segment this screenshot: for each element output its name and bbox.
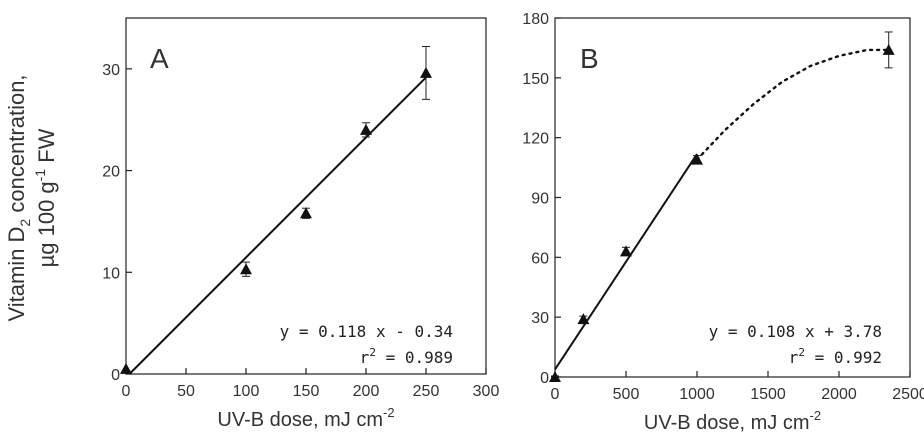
x-tick-label: 250 — [413, 383, 440, 400]
r-squared-superscript: 2 — [369, 346, 376, 359]
x-tick-label: 100 — [233, 383, 260, 400]
fit-equation: y = 0.118 x - 0.34 — [280, 322, 453, 341]
y-tick-label: 30 — [102, 62, 120, 79]
svg-text:µg 100 g-1 FW: µg 100 g-1 FW — [32, 128, 59, 267]
x-axis-label-text: UV-B dose, mJ cm — [217, 409, 383, 431]
y-axis-label-line2: µg 100 g — [34, 181, 59, 267]
x-tick-label: 1500 — [750, 386, 786, 403]
data-point — [120, 363, 132, 374]
y-axis-label-line2-rest: FW — [34, 128, 59, 169]
y-tick-label: 150 — [522, 71, 549, 88]
y-tick-label: 90 — [531, 191, 549, 208]
y-tick-label: 30 — [531, 310, 549, 327]
y-axis-label-superscript: -1 — [32, 169, 48, 182]
x-tick-label: 300 — [473, 383, 500, 400]
data-point — [360, 124, 372, 135]
x-tick-label: 1000 — [679, 386, 715, 403]
y-axis-label-subscript: 2 — [17, 219, 33, 227]
x-axis-label: UV-B dose, mJ cm-2 — [217, 405, 394, 431]
r-squared: r2 = 0.989 — [360, 346, 453, 367]
x-axis-label-superscript: -2 — [383, 405, 395, 420]
data-point — [620, 245, 632, 256]
x-tick-label: 0 — [122, 383, 131, 400]
data-point — [300, 207, 312, 218]
y-tick-label: 60 — [531, 250, 549, 267]
y-tick-label: 180 — [522, 11, 549, 28]
x-tick-label: 500 — [613, 386, 640, 403]
fit-equation: y = 0.108 x + 3.78 — [709, 322, 882, 341]
y-axis-label-line1-rest: concentration, — [4, 74, 29, 218]
r-squared-value: = 0.989 — [376, 348, 453, 367]
saturation-curve — [697, 50, 889, 160]
x-tick-label: 0 — [551, 386, 560, 403]
data-point — [240, 263, 252, 274]
x-tick-label: 2500 — [892, 386, 924, 403]
r-squared-superscript: 2 — [798, 346, 805, 359]
plot-frame — [126, 18, 486, 374]
panel-label: A — [150, 43, 169, 74]
panel-b: 0 500 1000 1500 2000 2500 0 30 60 90 120 150 180 B UV-… — [522, 11, 924, 434]
r-squared-value: = 0.992 — [805, 348, 882, 367]
r-squared-symbol: r — [789, 348, 799, 367]
x-tick-label: 2000 — [821, 386, 857, 403]
x-tick-label: 50 — [177, 383, 195, 400]
x-axis-label: UV-B dose, mJ cm-2 — [644, 408, 821, 434]
y-tick-label: 0 — [540, 370, 549, 387]
panel-a: 0 50 100 150 200 250 300 0 10 20 30 A UV-B dose, mJ … — [102, 18, 499, 431]
panel-label: B — [580, 43, 599, 74]
svg-text:Vitamin D2 concentration,: Vitamin D2 concentration, — [4, 74, 33, 321]
y-tick-label: 0 — [111, 367, 120, 384]
x-axis-label-text: UV-B dose, mJ cm — [644, 412, 810, 434]
y-axis-label: Vitamin D2 concentration, µg 100 g-1 FW — [4, 74, 59, 321]
data-point — [420, 67, 432, 78]
x-tick-label: 150 — [293, 383, 320, 400]
x-tick-label: 200 — [353, 383, 380, 400]
r-squared-symbol: r — [360, 348, 370, 367]
y-axis-label-line1: Vitamin D — [4, 227, 29, 322]
fit-line — [555, 154, 697, 369]
y-tick-label: 120 — [522, 131, 549, 148]
r-squared: r2 = 0.992 — [789, 346, 882, 367]
y-tick-label: 10 — [102, 265, 120, 282]
x-axis-label-superscript: -2 — [810, 408, 822, 423]
y-tick-label: 20 — [102, 164, 120, 181]
